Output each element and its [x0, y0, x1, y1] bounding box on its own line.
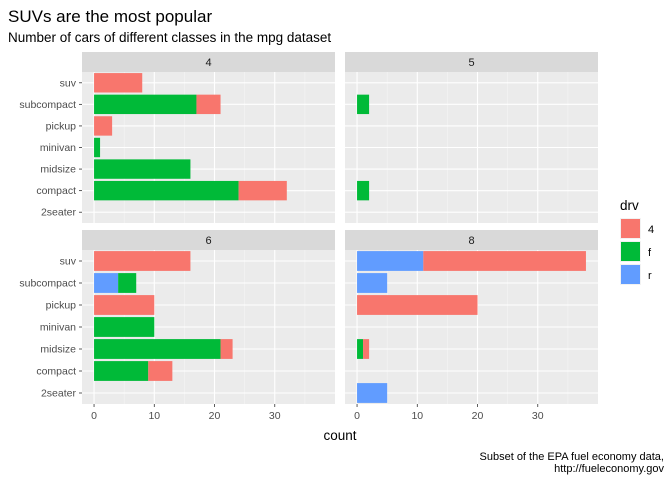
x-tick-label: 30 [532, 410, 544, 422]
bar-subcompact-f [118, 273, 137, 293]
bar-compact-4 [148, 361, 173, 381]
facet-strip-label: 6 [205, 235, 211, 247]
legend-label-f: f [648, 247, 652, 259]
x-tick-label: 10 [148, 410, 160, 422]
bar-compact-f [94, 180, 239, 201]
bar-midsize-4 [220, 339, 233, 359]
y-tick-label: subcompact [19, 99, 76, 111]
facet-panel-4: 4 2seater compact midsize minivan pickup subco… [19, 52, 335, 223]
legend: drv 4 fr [620, 198, 654, 285]
y-tick-label: minivan [40, 142, 76, 154]
bar-pickup-4 [94, 116, 113, 136]
legend-label-r: r [648, 270, 652, 282]
x-tick-label: 30 [269, 410, 281, 422]
bar-midsize-f [94, 159, 191, 179]
bar-suv-r [357, 251, 424, 271]
x-tick-label: 10 [411, 410, 423, 422]
facet-strip-label: 8 [468, 235, 474, 247]
facet-panel-8: 8 0 10 20 30 [345, 230, 598, 422]
facet-strip [345, 230, 598, 250]
y-tick-label: subcompact [19, 278, 76, 290]
bar-pickup-4 [357, 295, 478, 315]
facet-strip [82, 52, 335, 72]
bar-minivan-f [94, 317, 155, 337]
y-tick-label: midsize [40, 164, 76, 176]
y-tick-label: minivan [40, 322, 76, 334]
caption-line: http://fueleconomy.gov [554, 463, 664, 475]
y-tick-label: 2seater [41, 207, 77, 219]
facet-strip-label: 4 [205, 57, 211, 69]
legend-key-r [621, 265, 640, 284]
bar-2seater-r [357, 383, 388, 403]
bar-minivan-f [94, 137, 101, 158]
x-tick-label: 20 [209, 410, 221, 422]
legend-key-f [621, 242, 640, 261]
y-tick-label: suv [60, 77, 77, 89]
bar-compact-4 [238, 180, 287, 201]
bar-compact-f [357, 180, 370, 201]
bar-suv-4 [423, 251, 586, 271]
bar-suv-4 [94, 251, 191, 271]
bar-midsize-4 [363, 339, 370, 359]
bar-pickup-4 [94, 295, 155, 315]
facet-panel-5: 5 [345, 52, 598, 223]
y-tick-label: pickup [46, 300, 77, 312]
x-axis-title: count [323, 428, 356, 443]
bar-subcompact-r [94, 273, 119, 293]
bar-midsize-f [357, 339, 364, 359]
y-tick-label: 2seater [41, 388, 77, 400]
caption-line: Subset of the EPA fuel economy data, [480, 451, 664, 463]
facet-strip [345, 52, 598, 72]
legend-key-4 [621, 219, 640, 238]
facet-strip-label: 5 [468, 57, 474, 69]
bar-subcompact-4 [196, 94, 221, 115]
y-tick-label: compact [36, 185, 76, 197]
bar-subcompact-f [94, 94, 197, 115]
chart-title: SUVs are the most popular [8, 7, 212, 26]
y-tick-label: midsize [40, 344, 76, 356]
y-tick-label: compact [36, 366, 76, 378]
bar-compact-f [94, 361, 149, 381]
chart-subtitle: Number of cars of different classes in t… [8, 30, 331, 45]
bar-subcompact-f [357, 94, 370, 115]
facet-strip [82, 230, 335, 250]
bar-midsize-f [94, 339, 221, 359]
y-tick-label: pickup [46, 120, 77, 132]
bar-subcompact-r [357, 273, 388, 293]
legend-label-4: 4 [648, 224, 654, 236]
x-tick-label: 0 [91, 410, 97, 422]
y-tick-label: suv [60, 256, 77, 268]
legend-title: drv [620, 198, 639, 213]
x-tick-label: 0 [354, 410, 360, 422]
x-tick-label: 20 [472, 410, 484, 422]
facet-panel-6: 6 2seater compact midsize minivan pickup subco… [19, 230, 335, 422]
bar-suv-4 [94, 73, 143, 93]
